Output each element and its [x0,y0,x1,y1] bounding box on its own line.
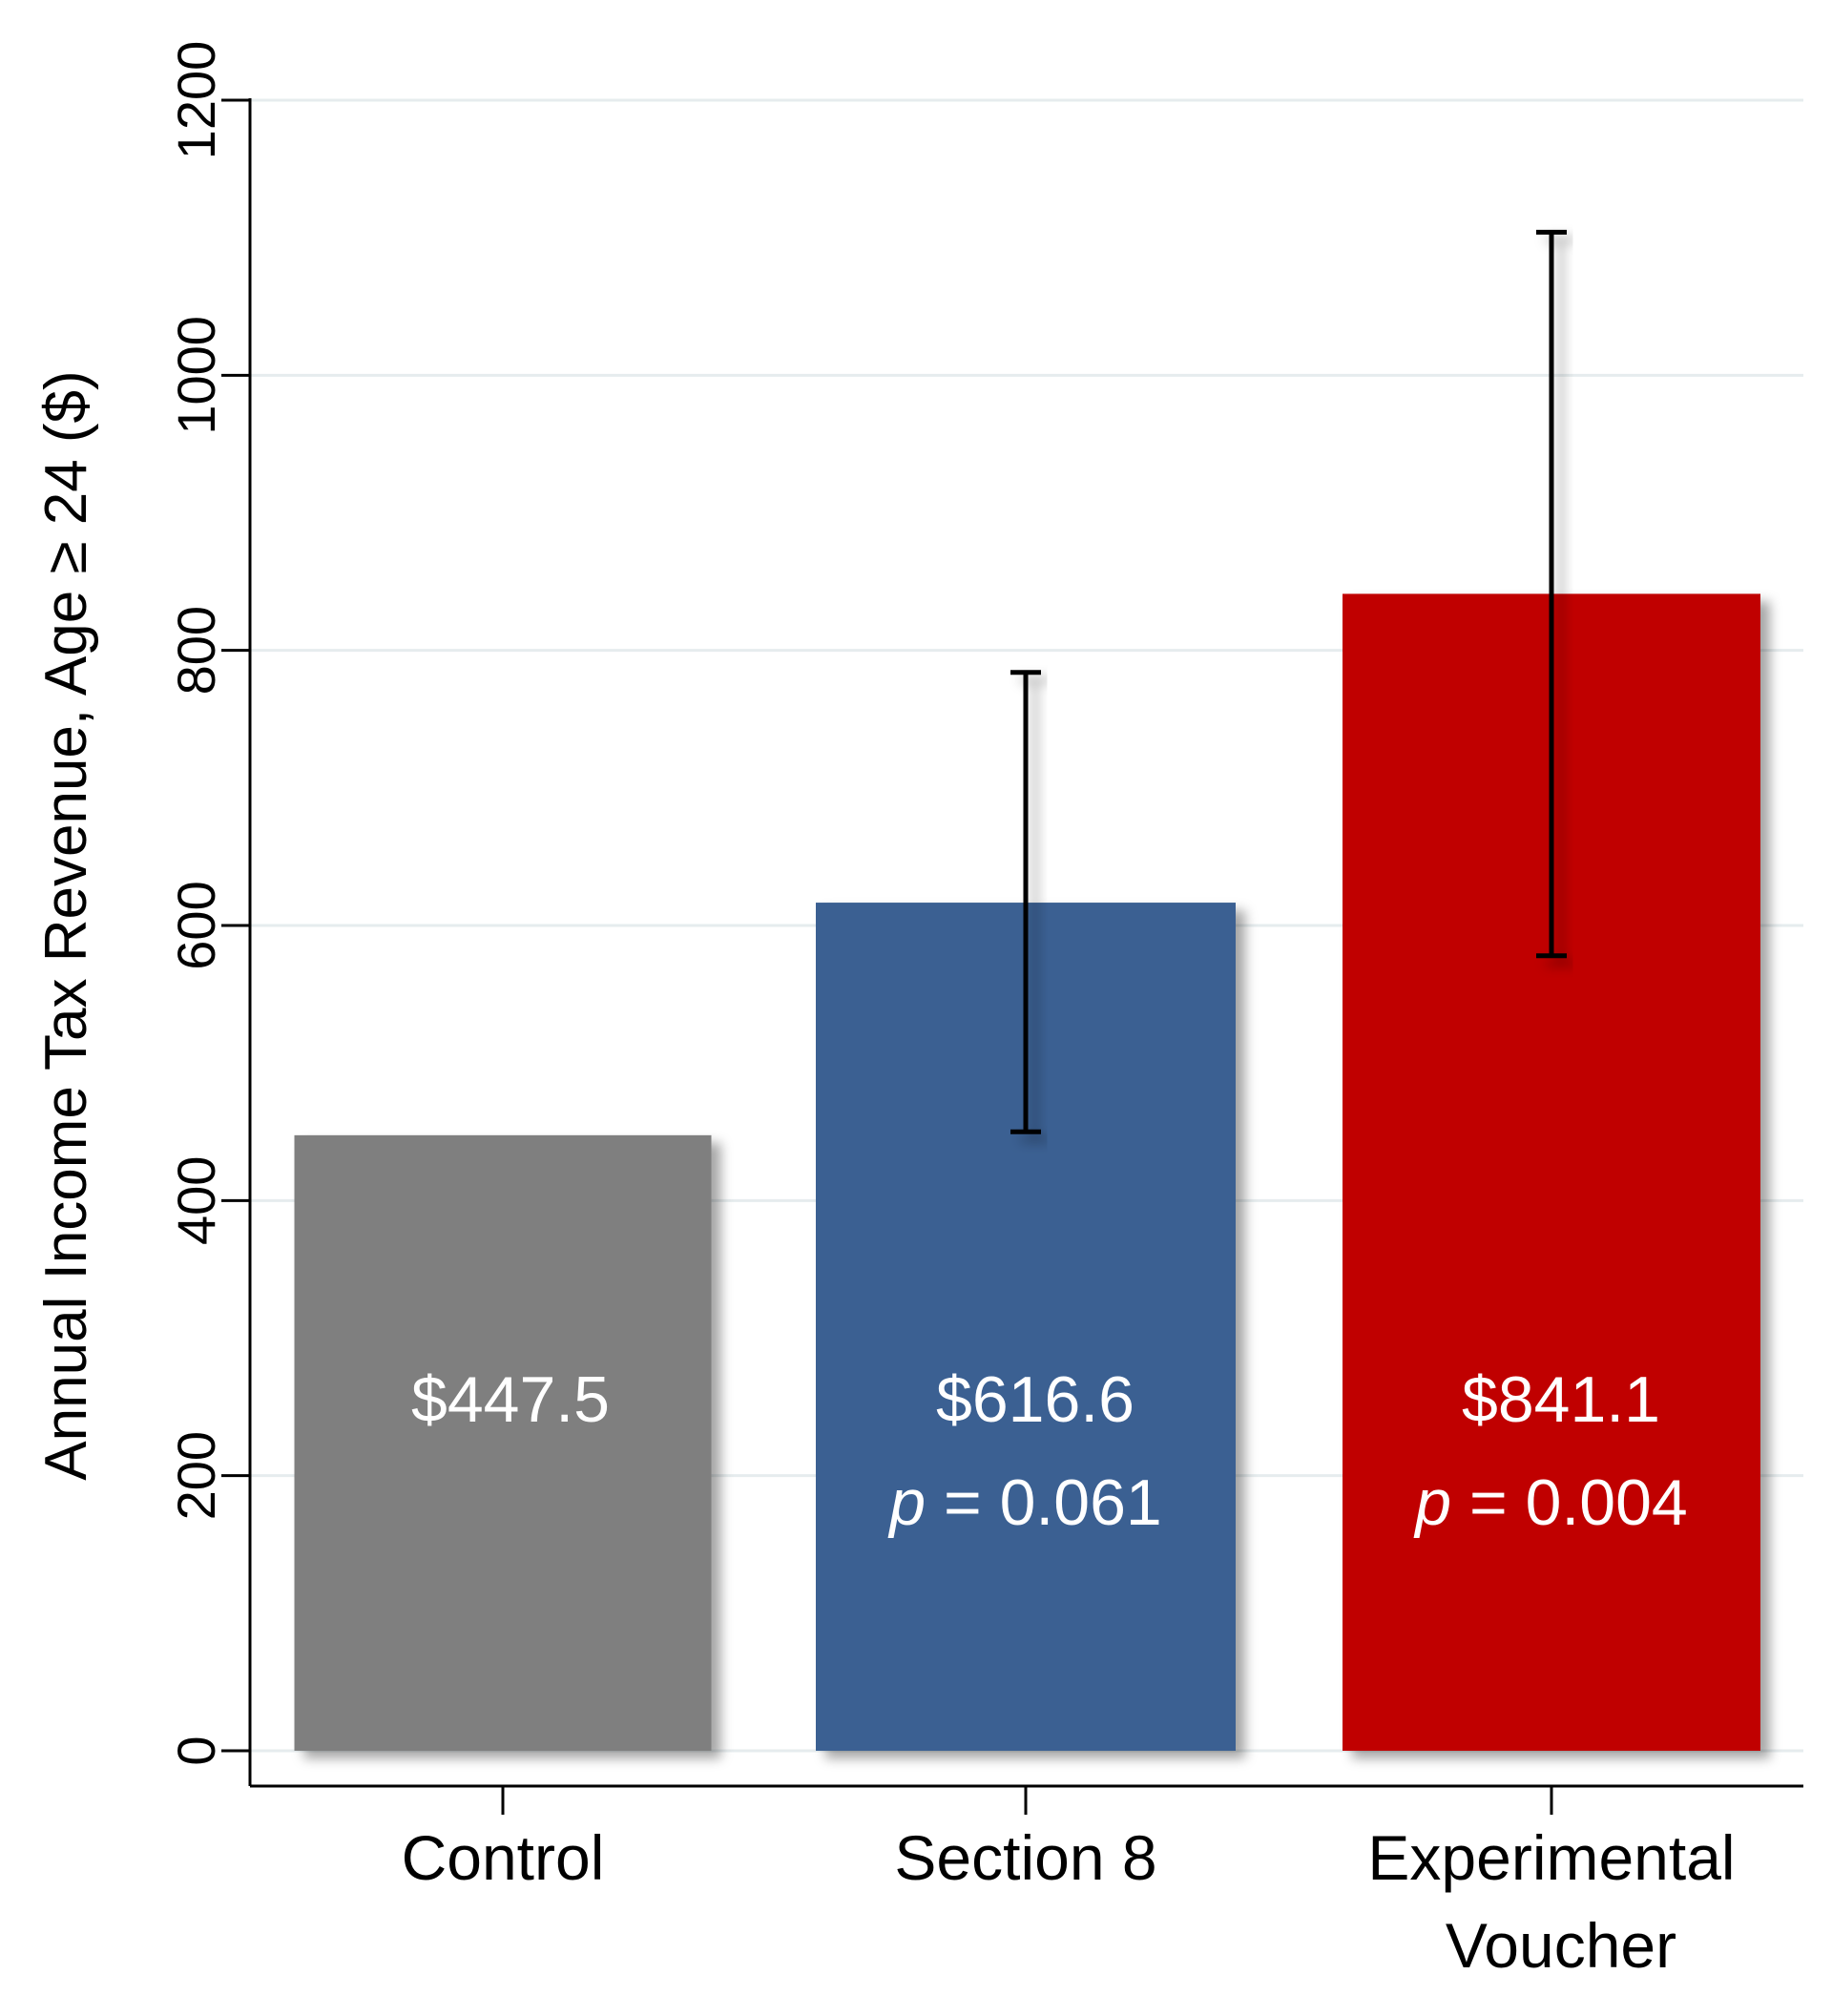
p-symbol: p [1413,1466,1451,1539]
error-bar-2 [1010,670,1041,1134]
p-value: = 0.004 [1451,1466,1688,1539]
y-tick-label-600: 600 [166,881,226,969]
x-category-label-2: Section 8 [894,1822,1156,1893]
y-tick-label-1000: 1000 [166,316,226,435]
y-tick-label-200: 200 [166,1431,226,1520]
y-tick-label-800: 800 [166,606,226,695]
bar-1 [294,1134,712,1751]
bar-p-label-3: p = 0.004 [1413,1466,1688,1539]
axes: 0 200 400 600 800 1000 1200 [166,41,1803,1815]
bar-p-label-2: p = 0.061 [887,1466,1162,1539]
bar-value-label-3: $841.1 [1462,1363,1660,1436]
x-category-label-3: Experimental [1367,1822,1735,1893]
y-tick-label-400: 400 [166,1156,226,1245]
error-bars [1010,229,1567,1134]
error-bar-3 [1536,229,1567,959]
labels: Annual Income Tax Revenue, Age ≥ 24 ($) $… [33,370,1736,1981]
y-tick-label-0: 0 [166,1735,226,1765]
x-category-label-3-line2: Voucher [1446,1910,1676,1981]
x-category-label-1: Control [402,1822,605,1893]
p-symbol: p [887,1466,926,1539]
bar-value-label-1: $447.5 [411,1363,610,1436]
y-tick-label-1200: 1200 [166,41,226,160]
bar-value-label-2: $616.6 [936,1363,1135,1436]
y-axis-label: Annual Income Tax Revenue, Age ≥ 24 ($) [33,370,99,1480]
p-value: = 0.061 [926,1466,1162,1539]
